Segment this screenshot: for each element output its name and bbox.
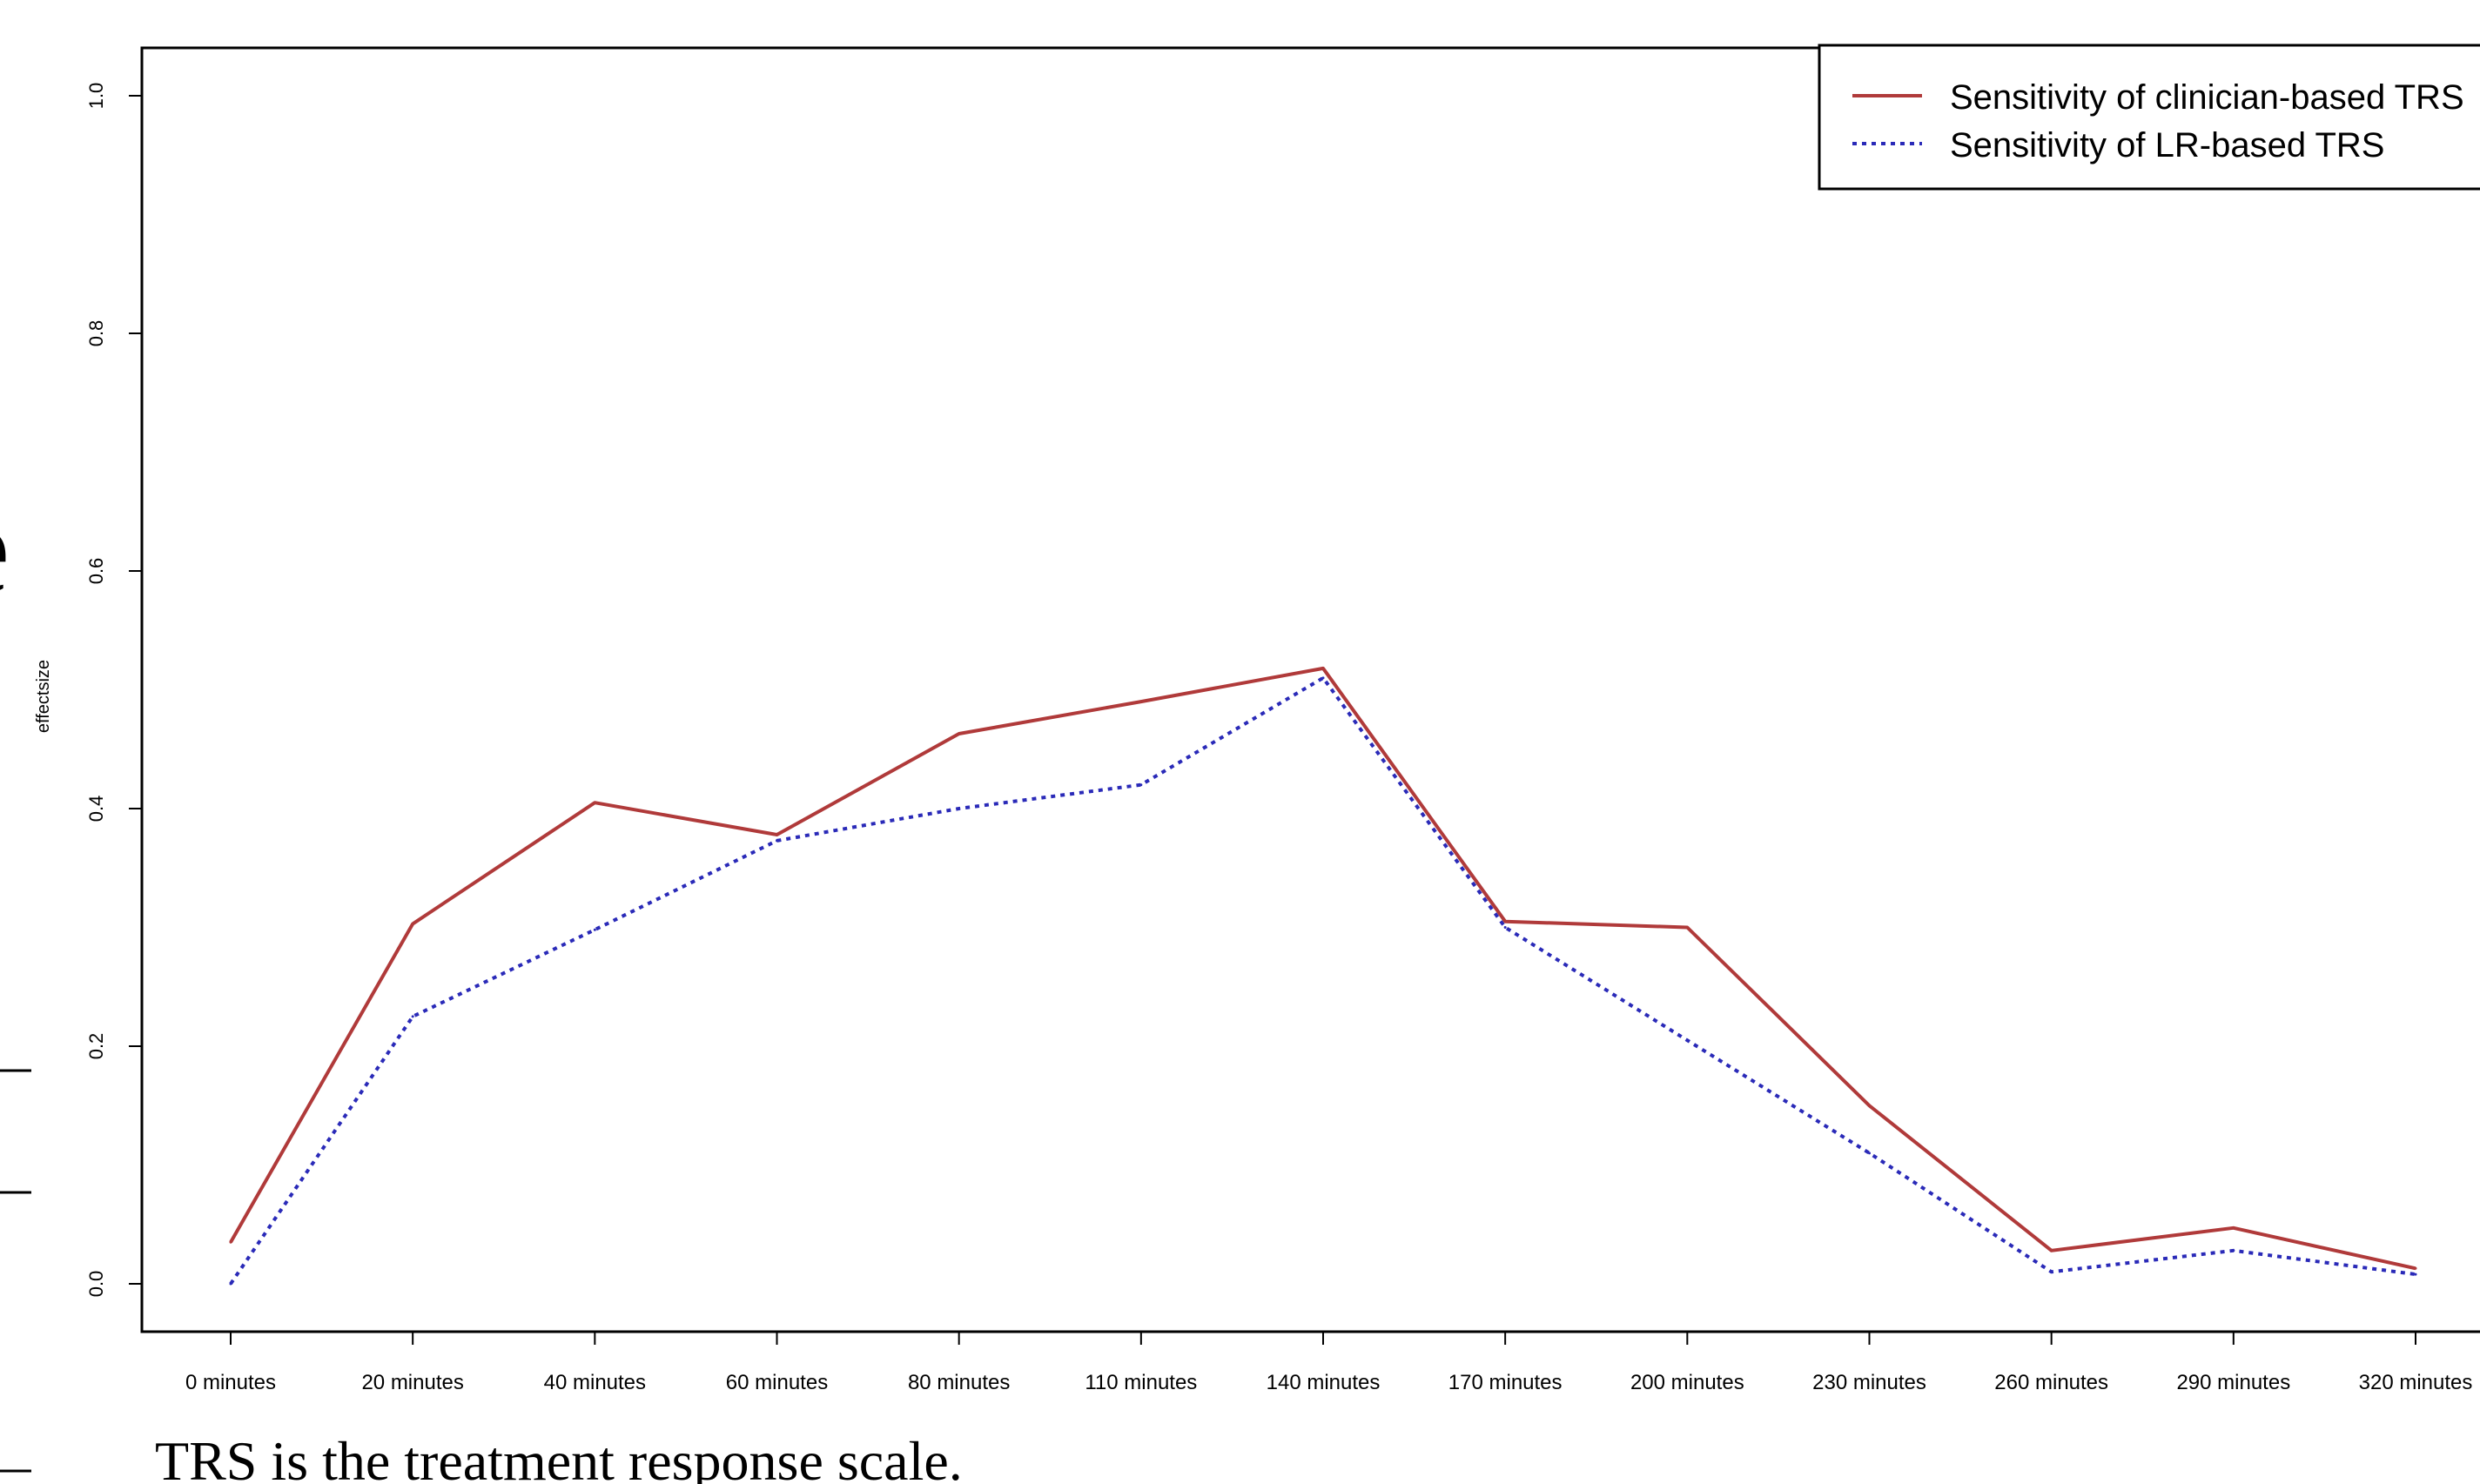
series-line-clinician bbox=[229, 666, 2416, 1271]
data-point bbox=[2232, 1226, 2235, 1230]
legend: Sensitivity of clinician-based TRS Sensi… bbox=[1818, 44, 2480, 191]
data-point bbox=[1503, 920, 1507, 923]
data-point bbox=[2050, 1270, 2053, 1273]
data-point bbox=[2050, 1249, 2053, 1252]
left-edge-fragment-s: s bbox=[0, 763, 3, 908]
y-ticks: 0.0 0.2 0.4 0.6 0.8 1.0 bbox=[85, 83, 142, 1298]
data-point bbox=[411, 922, 414, 925]
x-tick-label: 20 minutes bbox=[361, 1371, 463, 1394]
data-point bbox=[1321, 676, 1325, 680]
data-point bbox=[1685, 926, 1689, 929]
data-point bbox=[958, 732, 961, 735]
data-point bbox=[1868, 1152, 1871, 1155]
data-point bbox=[411, 1015, 414, 1018]
data-point bbox=[593, 801, 596, 804]
y-tick-label: 0.2 bbox=[85, 1033, 107, 1060]
data-point bbox=[776, 833, 778, 836]
data-point bbox=[1139, 783, 1143, 787]
legend-box bbox=[1818, 44, 2480, 191]
x-ticks: 0 minutes 20 minutes 40 minutes 60 minutes 8… bbox=[185, 1332, 2472, 1394]
legend-label-lr: Sensitivity of LR-based TRS bbox=[1950, 126, 2384, 165]
series-group bbox=[229, 666, 2417, 1286]
y-tick-label: 0.4 bbox=[85, 796, 107, 823]
x-tick-label: 110 minutes bbox=[1085, 1371, 1197, 1394]
x-tick-label: 320 minutes bbox=[2359, 1371, 2473, 1394]
data-point bbox=[1503, 926, 1507, 929]
x-tick-label: 290 minutes bbox=[2176, 1371, 2290, 1394]
y-tick-label: 0.0 bbox=[85, 1271, 107, 1298]
data-point bbox=[593, 928, 596, 931]
data-point bbox=[229, 1240, 232, 1244]
y-tick-label: 0.8 bbox=[85, 320, 107, 347]
series-line-lr bbox=[229, 675, 2416, 1286]
y-tick-label: 1.0 bbox=[85, 83, 107, 110]
x-tick-label: 170 minutes bbox=[1448, 1371, 1563, 1394]
plot-frame bbox=[140, 46, 2480, 1333]
x-tick-label: 80 minutes bbox=[908, 1371, 1010, 1394]
y-axis-label: effectsize bbox=[34, 660, 53, 733]
x-tick-label: 200 minutes bbox=[1630, 1371, 1744, 1394]
x-tick-label: 60 minutes bbox=[726, 1371, 828, 1394]
figure-caption: TRS is the treatment response scale. bbox=[155, 1430, 963, 1484]
data-point bbox=[2414, 1272, 2417, 1276]
data-point bbox=[2414, 1266, 2417, 1270]
data-point bbox=[229, 1282, 232, 1286]
left-edge-fragment-e: e bbox=[0, 476, 10, 621]
data-point bbox=[776, 839, 778, 843]
data-point bbox=[2232, 1249, 2235, 1252]
data-point bbox=[1139, 700, 1143, 703]
data-point bbox=[1685, 1038, 1689, 1042]
y-tick-label: 0.6 bbox=[85, 558, 107, 585]
legend-label-clinician: Sensitivity of clinician-based TRS bbox=[1950, 78, 2464, 117]
x-tick-label: 260 minutes bbox=[1994, 1371, 2108, 1394]
data-point bbox=[1321, 667, 1325, 670]
data-point bbox=[1868, 1104, 1871, 1107]
x-tick-label: 0 minutes bbox=[185, 1371, 276, 1394]
data-point bbox=[958, 807, 961, 810]
x-tick-label: 230 minutes bbox=[1812, 1371, 1926, 1394]
x-tick-label: 40 minutes bbox=[544, 1371, 646, 1394]
x-tick-label: 140 minutes bbox=[1267, 1371, 1381, 1394]
